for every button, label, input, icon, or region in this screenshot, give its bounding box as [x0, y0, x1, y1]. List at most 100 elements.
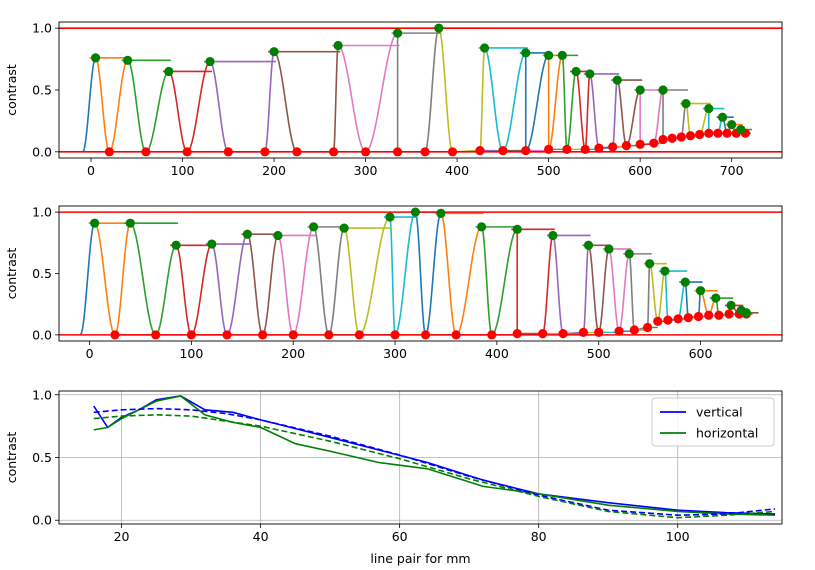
peak-marker: [309, 222, 318, 231]
peak-marker: [736, 125, 745, 134]
profile-curve-segment: [415, 212, 425, 335]
legend: vertical horizontal: [652, 398, 774, 446]
profile-curve-segment: [314, 227, 329, 335]
profile-curve-segment: [629, 254, 634, 330]
profile-curve-segment: [685, 282, 688, 318]
peak-marker: [436, 209, 445, 218]
legend-label: vertical: [696, 405, 743, 420]
trough-marker: [420, 147, 429, 156]
trough-marker: [686, 131, 695, 140]
trough-marker: [258, 330, 267, 339]
trough-marker: [141, 147, 150, 156]
trough-marker: [292, 147, 301, 156]
profile-curve-segment: [485, 48, 503, 151]
y-tick-label: 0.5: [32, 450, 52, 465]
profile-curve-segment: [553, 235, 563, 333]
x-tick-label: 100: [171, 163, 195, 178]
x-tick-label: 100: [666, 529, 690, 544]
profile-curve-segment: [95, 223, 115, 335]
y-tick-label: 0.0: [32, 327, 52, 342]
trough-marker: [714, 311, 723, 320]
trough-marker: [324, 330, 333, 339]
y-tick-label: 1.0: [32, 205, 52, 220]
trough-marker: [614, 327, 623, 336]
profile-curve-segment: [334, 45, 339, 151]
profile-curve-segment: [609, 249, 619, 331]
x-tick-label: 600: [689, 346, 713, 361]
x-tick-label: 40: [253, 529, 269, 544]
profile-curve-segment: [585, 74, 590, 149]
profile-curve-segment: [130, 223, 155, 335]
trough-marker: [544, 145, 553, 154]
peak-marker: [123, 56, 132, 65]
peak-marker: [613, 76, 622, 85]
profile-curve-segment: [648, 264, 650, 328]
peak-marker: [434, 24, 443, 33]
profile-curve-segment: [439, 28, 453, 152]
trough-marker: [498, 146, 507, 155]
peak-marker: [571, 67, 580, 76]
x-tick-label: 500: [537, 163, 561, 178]
plot-area: [59, 24, 782, 157]
y-tick-label: 0.5: [32, 83, 52, 98]
trough-marker: [684, 313, 693, 322]
profile-curve-segment: [115, 223, 130, 335]
trough-marker: [695, 130, 704, 139]
profile-curve-segment: [543, 235, 553, 333]
trough-marker: [448, 147, 457, 156]
trough-marker: [722, 129, 731, 138]
profile-curve-segment: [626, 90, 640, 146]
trough-marker: [421, 330, 430, 339]
trough-marker: [558, 329, 567, 338]
trough-marker: [390, 330, 399, 339]
trough-marker: [187, 330, 196, 339]
trough-marker: [521, 146, 530, 155]
profile-curve-segment: [617, 80, 626, 146]
profile-curve-segment: [156, 245, 176, 335]
peak-marker: [411, 208, 420, 217]
profile-curve-segment: [681, 104, 686, 137]
profile-curve-segment: [567, 71, 576, 149]
peak-marker: [385, 212, 394, 221]
profile-curve-segment: [665, 271, 668, 320]
peak-marker: [711, 293, 720, 302]
peak-marker: [585, 69, 594, 78]
peak-marker: [207, 239, 216, 248]
axes-horizontal-profile: 0 100 200 300 400 500 6000.00.51.0contrast: [4, 205, 782, 361]
y-tick-label: 0.0: [32, 144, 52, 159]
x-tick-label: 600: [628, 163, 652, 178]
trough-marker: [329, 147, 338, 156]
trough-marker: [475, 146, 484, 155]
y-tick-label: 1.0: [32, 387, 52, 402]
trough-marker: [151, 330, 160, 339]
profile-curve-segment: [658, 271, 665, 321]
peak-marker: [480, 43, 489, 52]
axes-vertical-profile: 0 100 200 300 400 500 600 700 0.0 0.5 1.0 contrast: [4, 21, 782, 178]
profile-curve-segment: [109, 60, 127, 151]
profile-curve-segment: [263, 235, 278, 334]
x-tick-label: 20: [114, 529, 130, 544]
profile-curve-segment: [210, 62, 228, 152]
peak-marker: [91, 53, 100, 62]
legend-label: horizontal: [696, 426, 758, 441]
profile-curve-segment: [492, 229, 517, 335]
profile-curve-segment: [293, 227, 313, 335]
trough-marker: [393, 147, 402, 156]
profile-curve-segment: [247, 234, 262, 335]
peak-marker: [269, 47, 278, 56]
trough-marker: [663, 316, 672, 325]
peak-marker: [696, 286, 705, 295]
trough-marker: [487, 330, 496, 339]
peak-marker: [704, 104, 713, 113]
x-axis-label: line pair for mm: [370, 551, 470, 566]
peak-marker: [636, 85, 645, 94]
profile-curve-segment: [227, 234, 247, 335]
peak-marker: [544, 51, 553, 60]
peak-marker: [164, 67, 173, 76]
peak-marker: [681, 277, 690, 286]
profile-curve-segment: [212, 244, 227, 335]
peak-marker: [604, 244, 613, 253]
profile-curve-segment: [359, 217, 390, 335]
profile-curve-segment: [619, 254, 629, 331]
